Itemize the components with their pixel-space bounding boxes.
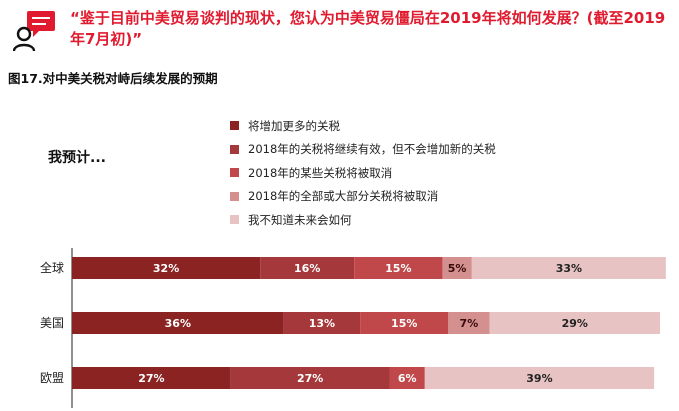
bar-segment (230, 367, 390, 389)
survey-question: “鉴于目前中美贸易谈判的现状，您认为中美贸易僵局在2019年将如何发展？(截至2… (70, 9, 666, 48)
bar-segment (424, 367, 655, 389)
bar-segment (442, 257, 472, 279)
bar-segment (72, 257, 261, 279)
legend-label-2: 2018年的关税将继续有效，但不会增加新的关税 (248, 142, 496, 157)
data-label: 27% (138, 372, 164, 385)
data-label: 6% (398, 372, 417, 385)
bar-segment (471, 257, 666, 279)
data-label: 15% (391, 317, 417, 330)
legend-label-1: 将增加更多的关税 (248, 118, 340, 133)
prompt-text: 我预计... (48, 150, 106, 166)
bar-segment (448, 312, 490, 334)
legend-swatch-3 (230, 168, 239, 178)
bar-segment (360, 312, 449, 334)
legend-swatch-5 (230, 215, 239, 225)
legend-swatch-4 (230, 191, 239, 201)
legend-item-1: 将增加更多的关税 (230, 114, 496, 138)
bar-segment (260, 257, 355, 279)
category-label: 美国 (40, 316, 64, 330)
data-label: 13% (309, 317, 335, 330)
legend-label-3: 2018年的某些关税将被取消 (248, 165, 393, 180)
data-label: 39% (526, 372, 552, 385)
legend-label-5: 我不知道未来会如何 (248, 212, 352, 227)
figure-title: 图17.对中美关税对峙后续发展的预期 (8, 71, 218, 86)
legend-item-3: 2018年的某些关税将被取消 (230, 161, 496, 185)
data-label: 7% (460, 317, 479, 330)
legend-item-2: 2018年的关税将继续有效，但不会增加新的关税 (230, 138, 496, 162)
bar-segment (72, 312, 284, 334)
legend-item-4: 2018年的全部或大部分关税将被取消 (230, 185, 496, 209)
legend-item-5: 我不知道未来会如何 (230, 208, 496, 232)
data-label: 15% (385, 262, 411, 275)
bar-segment (354, 257, 443, 279)
data-label: 27% (297, 372, 323, 385)
stacked-bar-chart: 全球 32% 16% 15% 5% 33% 美国 36% 13% 15% 7% 29% 欧盟 27% 27%… (40, 248, 666, 408)
legend-swatch-1 (230, 121, 239, 131)
chat-person-icon (13, 11, 55, 52)
legend-swatch-2 (230, 144, 239, 154)
data-label: 16% (294, 262, 320, 275)
data-label: 32% (153, 262, 179, 275)
bar-segment (389, 367, 425, 389)
bar-segment (283, 312, 361, 334)
data-label: 33% (556, 262, 582, 275)
chart-legend: 将增加更多的关税 2018年的关税将继续有效，但不会增加新的关税 2018年的某… (230, 114, 496, 232)
category-label: 全球 (40, 260, 64, 275)
data-label: 36% (165, 317, 191, 330)
bar-segment (489, 312, 660, 334)
legend-label-4: 2018年的全部或大部分关税将被取消 (248, 189, 439, 204)
category-label: 欧盟 (40, 371, 64, 385)
bar-segment (72, 367, 231, 389)
data-label: 5% (448, 262, 467, 275)
data-label: 29% (562, 317, 588, 330)
